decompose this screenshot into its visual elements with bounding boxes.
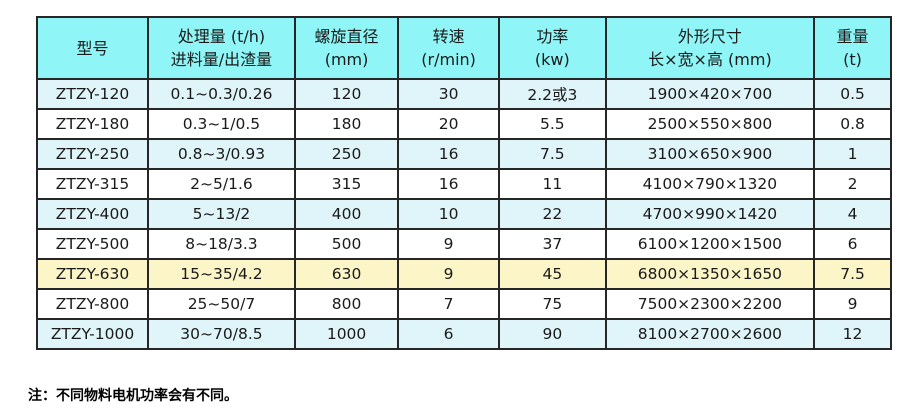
spec-table-body: ZTZY-120 0.1~0.3/0.26 120 30 2.2或3 1900×420×7… [35, 78, 892, 350]
col-header-diameter: 螺旋直径 (mm) [293, 16, 400, 80]
header-line2: (kw) [534, 50, 570, 69]
cell-model: ZTZY-500 [35, 228, 150, 260]
cell-power: 7.5 [497, 138, 607, 170]
header-line1: 螺旋直径 [314, 27, 379, 46]
col-header-speed: 转速 (r/min) [397, 16, 500, 80]
cell-speed: 9 [397, 228, 500, 260]
table-row: ZTZY-800 25~50/7 800 7 75 7500×2300×2200 9 [35, 288, 892, 320]
header-line1: 处理量 (t/h) [177, 27, 266, 46]
table-row: ZTZY-400 5~13/2 400 10 22 4700×990×1420 4 [35, 198, 892, 230]
table-row: ZTZY-630 15~35/4.2 630 9 45 6800×1350×1650 7.5 [35, 258, 892, 290]
cell-power: 90 [497, 318, 607, 350]
cell-speed: 9 [397, 258, 500, 290]
cell-weight: 9 [813, 288, 892, 320]
cell-capacity: 25~50/7 [147, 288, 296, 320]
header-line1: 外形尺寸 [677, 27, 742, 46]
header-line1: 功率 [536, 27, 569, 46]
cell-dimensions: 6800×1350×1650 [604, 258, 816, 290]
col-header-model: 型号 [35, 16, 150, 80]
cell-weight: 7.5 [813, 258, 892, 290]
cell-weight: 0.5 [813, 78, 892, 110]
cell-model: ZTZY-250 [35, 138, 150, 170]
cell-capacity: 8~18/3.3 [147, 228, 296, 260]
cell-model: ZTZY-800 [35, 288, 150, 320]
cell-diameter: 315 [293, 168, 400, 200]
header-line1: 转速 [432, 27, 465, 46]
cell-weight: 6 [813, 228, 892, 260]
cell-weight: 0.8 [813, 108, 892, 140]
table-header: 型号 处理量 (t/h) 进料量/出渣量 螺旋直径 (mm) 转速 (r/min… [35, 16, 892, 80]
cell-speed: 10 [397, 198, 500, 230]
cell-weight: 2 [813, 168, 892, 200]
cell-capacity: 5~13/2 [147, 198, 296, 230]
cell-model: ZTZY-400 [35, 198, 150, 230]
cell-weight: 12 [813, 318, 892, 350]
table-row: ZTZY-180 0.3~1/0.5 180 20 5.5 2500×550×800 0.8 [35, 108, 892, 140]
cell-capacity: 0.1~0.3/0.26 [147, 78, 296, 110]
cell-dimensions: 2500×550×800 [604, 108, 816, 140]
spec-table: 型号 处理量 (t/h) 进料量/出渣量 螺旋直径 (mm) 转速 (r/min… [35, 16, 892, 350]
cell-model: ZTZY-315 [35, 168, 150, 200]
cell-model: ZTZY-630 [35, 258, 150, 290]
cell-model: ZTZY-180 [35, 108, 150, 140]
cell-model: ZTZY-120 [35, 78, 150, 110]
cell-dimensions: 6100×1200×1500 [604, 228, 816, 260]
cell-diameter: 250 [293, 138, 400, 170]
header-line1: 重量 [836, 27, 869, 46]
cell-dimensions: 7500×2300×2200 [604, 288, 816, 320]
cell-power: 11 [497, 168, 607, 200]
footnote: 注：不同物料电机功率会有不同。 [28, 388, 238, 404]
cell-power: 2.2或3 [497, 78, 607, 110]
cell-speed: 16 [397, 168, 500, 200]
table-row: ZTZY-120 0.1~0.3/0.26 120 30 2.2或3 1900×420×7… [35, 78, 892, 110]
header-line2: (mm) [324, 50, 369, 69]
cell-dimensions: 4100×790×1320 [604, 168, 816, 200]
header-line1: 型号 [76, 38, 109, 58]
spec-table-container: 型号 处理量 (t/h) 进料量/出渣量 螺旋直径 (mm) 转速 (r/min… [35, 16, 892, 350]
col-header-capacity: 处理量 (t/h) 进料量/出渣量 [147, 16, 296, 80]
cell-speed: 20 [397, 108, 500, 140]
cell-diameter: 630 [293, 258, 400, 290]
cell-dimensions: 1900×420×700 [604, 78, 816, 110]
header-line2: (t) [843, 50, 862, 69]
cell-speed: 7 [397, 288, 500, 320]
cell-diameter: 120 [293, 78, 400, 110]
table-row: ZTZY-1000 30~70/8.5 1000 6 90 8100×2700×2600 1… [35, 318, 892, 350]
header-line2: 长×宽×高 (mm) [648, 50, 772, 69]
cell-dimensions: 8100×2700×2600 [604, 318, 816, 350]
col-header-dimensions: 外形尺寸 长×宽×高 (mm) [604, 16, 816, 80]
cell-speed: 6 [397, 318, 500, 350]
cell-power: 37 [497, 228, 607, 260]
cell-dimensions: 4700×990×1420 [604, 198, 816, 230]
table-row: ZTZY-315 2~5/1.6 315 16 11 4100×790×1320 2 [35, 168, 892, 200]
cell-diameter: 180 [293, 108, 400, 140]
col-header-power: 功率 (kw) [497, 16, 607, 80]
cell-speed: 30 [397, 78, 500, 110]
cell-capacity: 0.3~1/0.5 [147, 108, 296, 140]
cell-capacity: 30~70/8.5 [147, 318, 296, 350]
cell-weight: 1 [813, 138, 892, 170]
header-row: 型号 处理量 (t/h) 进料量/出渣量 螺旋直径 (mm) 转速 (r/min… [35, 16, 892, 80]
table-row: ZTZY-500 8~18/3.3 500 9 37 6100×1200×1500 6 [35, 228, 892, 260]
cell-model: ZTZY-1000 [35, 318, 150, 350]
cell-power: 45 [497, 258, 607, 290]
cell-dimensions: 3100×650×900 [604, 138, 816, 170]
cell-capacity: 0.8~3/0.93 [147, 138, 296, 170]
cell-speed: 16 [397, 138, 500, 170]
cell-power: 5.5 [497, 108, 607, 140]
cell-weight: 4 [813, 198, 892, 230]
table-row: ZTZY-250 0.8~3/0.93 250 16 7.5 3100×650×900 1 [35, 138, 892, 170]
cell-diameter: 1000 [293, 318, 400, 350]
header-line2: 进料量/出渣量 [170, 50, 273, 69]
col-header-weight: 重量 (t) [813, 16, 892, 80]
cell-capacity: 2~5/1.6 [147, 168, 296, 200]
cell-power: 75 [497, 288, 607, 320]
cell-diameter: 400 [293, 198, 400, 230]
cell-capacity: 15~35/4.2 [147, 258, 296, 290]
header-line2: (r/min) [421, 50, 476, 69]
cell-diameter: 800 [293, 288, 400, 320]
cell-power: 22 [497, 198, 607, 230]
cell-diameter: 500 [293, 228, 400, 260]
